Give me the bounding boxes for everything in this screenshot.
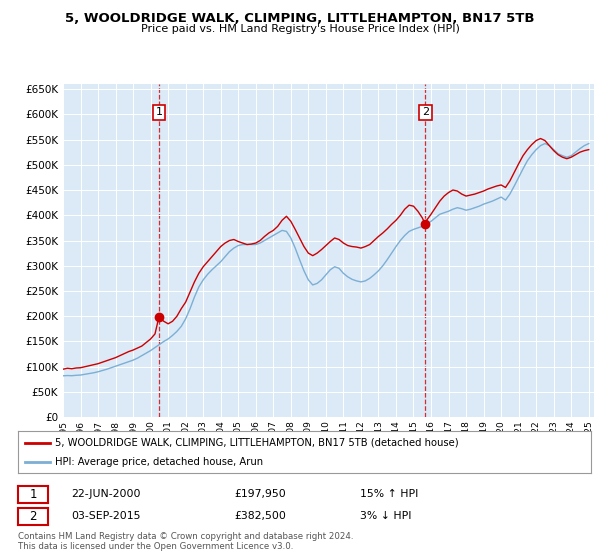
Text: 1: 1 [155,108,163,118]
Text: 3% ↓ HPI: 3% ↓ HPI [360,511,412,521]
Text: 2: 2 [29,510,37,523]
Text: Contains HM Land Registry data © Crown copyright and database right 2024.
This d: Contains HM Land Registry data © Crown c… [18,532,353,552]
Text: £197,950: £197,950 [234,489,286,500]
Text: 5, WOOLDRIDGE WALK, CLIMPING, LITTLEHAMPTON, BN17 5TB (detached house): 5, WOOLDRIDGE WALK, CLIMPING, LITTLEHAMP… [55,437,459,447]
Text: 22-JUN-2000: 22-JUN-2000 [71,489,140,500]
Text: 1: 1 [29,488,37,501]
Text: £382,500: £382,500 [234,511,286,521]
Text: 03-SEP-2015: 03-SEP-2015 [71,511,140,521]
Text: 5, WOOLDRIDGE WALK, CLIMPING, LITTLEHAMPTON, BN17 5TB: 5, WOOLDRIDGE WALK, CLIMPING, LITTLEHAMP… [65,12,535,25]
Text: Price paid vs. HM Land Registry's House Price Index (HPI): Price paid vs. HM Land Registry's House … [140,24,460,34]
Text: 2: 2 [422,108,429,118]
Text: HPI: Average price, detached house, Arun: HPI: Average price, detached house, Arun [55,457,263,467]
Text: 15% ↑ HPI: 15% ↑ HPI [360,489,418,500]
